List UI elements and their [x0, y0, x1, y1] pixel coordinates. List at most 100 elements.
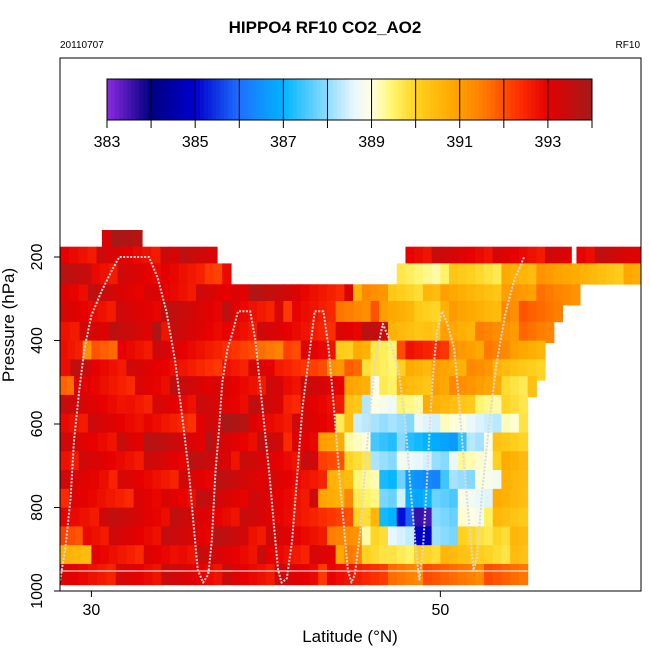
- heatmap-cell: [501, 470, 511, 492]
- heatmap-cell: [388, 564, 398, 586]
- heatmap-cell: [106, 488, 116, 511]
- heatmap-cell: [70, 263, 82, 285]
- heatmap-cell: [230, 394, 241, 417]
- heatmap-cell: [178, 359, 188, 381]
- heatmap-cell: [440, 321, 450, 344]
- heatmap-cell: [135, 507, 145, 529]
- heatmap-cell: [126, 545, 136, 567]
- heatmap-cell: [466, 340, 476, 362]
- heatmap-cell: [379, 451, 389, 473]
- colorbar-segment: [402, 79, 407, 120]
- heatmap-cell: [414, 564, 424, 586]
- heatmap-cell: [160, 246, 171, 268]
- heatmap-cell: [143, 359, 154, 381]
- heatmap-cell: [388, 321, 398, 344]
- heatmap-cell: [475, 451, 485, 473]
- heatmap-cell: [501, 246, 511, 268]
- colorbar-segment: [434, 79, 439, 120]
- heatmap-cell: [335, 545, 345, 567]
- x-tick-label: 30: [83, 602, 101, 619]
- heatmap-cell: [152, 394, 162, 417]
- heatmap-cell: [108, 526, 119, 548]
- heatmap-cell: [169, 545, 180, 567]
- heatmap-cell: [82, 340, 92, 362]
- heatmap-cell: [414, 284, 424, 306]
- heatmap-cell: [440, 246, 450, 268]
- heatmap-cell: [335, 526, 345, 548]
- heatmap-cell: [69, 507, 81, 529]
- heatmap-cell: [631, 246, 641, 268]
- heatmap-cell: [108, 340, 119, 362]
- heatmap-cell: [265, 284, 276, 306]
- heatmap-cell: [178, 451, 188, 473]
- heatmap-cell: [248, 451, 258, 473]
- heatmap-cell: [414, 526, 424, 548]
- heatmap-cell: [483, 263, 494, 285]
- heatmap-cell: [431, 432, 441, 454]
- heatmap-cell: [501, 545, 511, 567]
- heatmap-cell: [161, 376, 171, 398]
- heatmap-cell: [370, 321, 380, 344]
- colorbar-segment: [159, 79, 165, 120]
- heatmap-cell: [300, 413, 311, 435]
- heatmap-cell: [117, 526, 127, 548]
- heatmap-cell: [492, 432, 503, 454]
- heatmap-cell: [230, 376, 241, 398]
- heatmap-cell: [440, 470, 450, 492]
- heatmap-cell: [388, 359, 398, 381]
- heatmap-cell: [388, 526, 398, 548]
- heatmap-cell: [326, 284, 337, 306]
- heatmap-cell: [187, 263, 197, 285]
- heatmap-cell: [106, 564, 117, 586]
- heatmap-cell: [379, 376, 389, 398]
- heatmap-cell: [510, 526, 520, 548]
- colorbar-segment: [462, 79, 468, 120]
- heatmap-cell: [230, 545, 241, 567]
- heatmap-cell: [475, 394, 485, 417]
- heatmap-cell: [466, 321, 476, 344]
- heatmap-cell: [178, 263, 188, 285]
- heatmap-cell: [239, 432, 250, 454]
- heatmap-cell: [196, 488, 206, 511]
- heatmap-cell: [318, 451, 328, 473]
- heatmap-cell: [213, 470, 223, 492]
- heatmap-cell: [510, 413, 520, 435]
- heatmap-cell: [370, 432, 380, 454]
- heatmap-cell: [449, 507, 459, 529]
- colorbar-segment: [115, 79, 120, 120]
- heatmap-cell: [492, 321, 503, 344]
- heatmap-cell: [431, 526, 441, 548]
- heatmap-cell: [422, 451, 433, 473]
- heatmap-cell: [116, 394, 127, 417]
- heatmap-cell: [161, 526, 171, 548]
- heatmap-cell: [161, 263, 171, 285]
- heatmap-cell: [379, 340, 389, 362]
- heatmap-cell: [204, 340, 215, 362]
- heatmap-cell: [309, 545, 319, 567]
- heatmap-cell: [361, 488, 372, 511]
- heatmap-cell: [152, 284, 162, 306]
- colorbar-segment: [131, 79, 136, 120]
- heatmap-cell: [152, 263, 162, 285]
- heatmap-cell: [562, 246, 572, 268]
- heatmap-cell: [187, 432, 197, 454]
- heatmap-cell: [344, 376, 354, 398]
- heatmap-cell: [510, 451, 520, 473]
- heatmap-cell: [126, 359, 136, 381]
- heatmap-cell: [230, 340, 241, 362]
- heatmap-cell: [161, 545, 171, 567]
- heatmap-cell: [196, 451, 206, 473]
- heatmap-cell: [449, 488, 459, 511]
- heatmap-cell: [457, 263, 468, 285]
- heatmap-cell: [440, 564, 450, 586]
- y-tick-label: 600: [29, 411, 46, 438]
- y-axis-title: Pressure (hPa): [0, 268, 18, 382]
- heatmap-cell: [96, 246, 107, 268]
- heatmap-cell: [379, 359, 389, 381]
- heatmap-cell: [300, 394, 311, 417]
- heatmap-cell: [475, 470, 485, 492]
- heatmap-cell: [204, 300, 215, 323]
- heatmap-cell: [60, 545, 72, 567]
- heatmap-cell: [518, 432, 529, 454]
- heatmap-cell: [169, 564, 180, 586]
